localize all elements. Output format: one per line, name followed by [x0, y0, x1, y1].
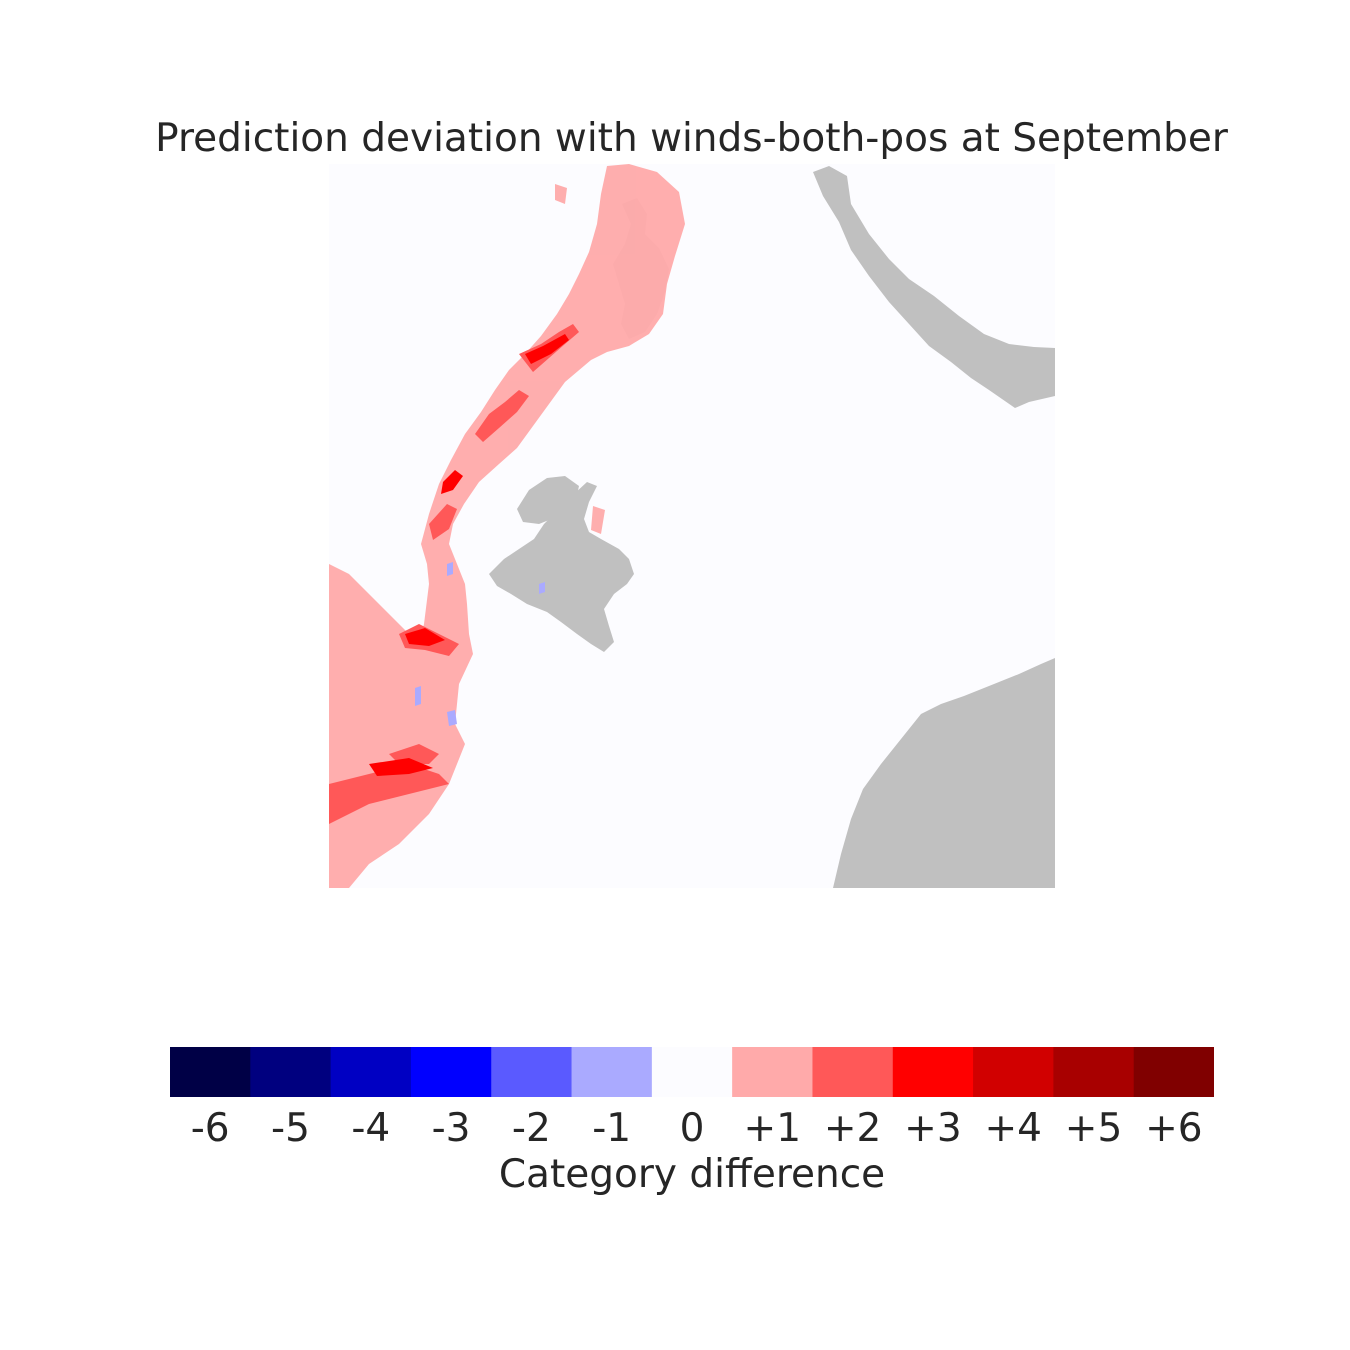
- colorbar-tick-label: -4: [351, 1106, 391, 1151]
- colorbar-swatch: [410, 1047, 492, 1097]
- land-svalbard-north: [517, 476, 579, 524]
- colorbar-swatch: [250, 1047, 332, 1097]
- colorbar-swatch: [571, 1047, 653, 1097]
- colorbar-tick-label: -3: [431, 1106, 471, 1151]
- colorbar-tick-label: +4: [984, 1106, 1042, 1151]
- chart-title: Prediction deviation with winds-both-pos…: [155, 116, 1228, 161]
- colorbar-swatch: [973, 1047, 1054, 1097]
- colorbar-swatch: [170, 1047, 251, 1097]
- land-northeast: [813, 166, 1055, 408]
- colorbar-swatch: [1133, 1047, 1214, 1097]
- deviation-positive-1: [329, 164, 685, 888]
- colorbar-tick-label: -5: [271, 1106, 310, 1151]
- colorbar-swatch: [1053, 1047, 1135, 1097]
- colorbar-swatch: [651, 1047, 733, 1097]
- colorbar-swatch: [892, 1047, 974, 1097]
- land-svalbard-main: [489, 482, 634, 652]
- colorbar-ticks: -6 -5 -4 -3 -2 -1 0 +1 +2 +3 +4 +5 +6: [170, 1106, 1214, 1154]
- colorbar-tick-label: +1: [743, 1106, 802, 1151]
- colorbar-swatch: [732, 1047, 813, 1097]
- colorbar-tick-label: +2: [823, 1106, 882, 1151]
- deviation-map: [329, 164, 1055, 888]
- deviation-negative-1: [415, 562, 545, 726]
- colorbar-tick-label: +5: [1064, 1106, 1123, 1151]
- colorbar-swatch: [812, 1047, 894, 1097]
- colorbar-swatch: [330, 1047, 412, 1097]
- colorbar-label: Category difference: [498, 1152, 886, 1197]
- deviation-positive-3: [369, 334, 569, 776]
- colorbar-tick-label: -6: [190, 1106, 230, 1151]
- colorbar-swatch: [491, 1047, 573, 1097]
- colorbar: [170, 1047, 1214, 1097]
- land-southeast: [833, 658, 1055, 888]
- colorbar-tick-label: +3: [904, 1106, 962, 1151]
- colorbar-tick-label: 0: [679, 1106, 705, 1151]
- colorbar-tick-label: +6: [1145, 1106, 1203, 1151]
- colorbar-tick-label: -1: [592, 1106, 632, 1151]
- colorbar-tick-label: -2: [511, 1106, 551, 1151]
